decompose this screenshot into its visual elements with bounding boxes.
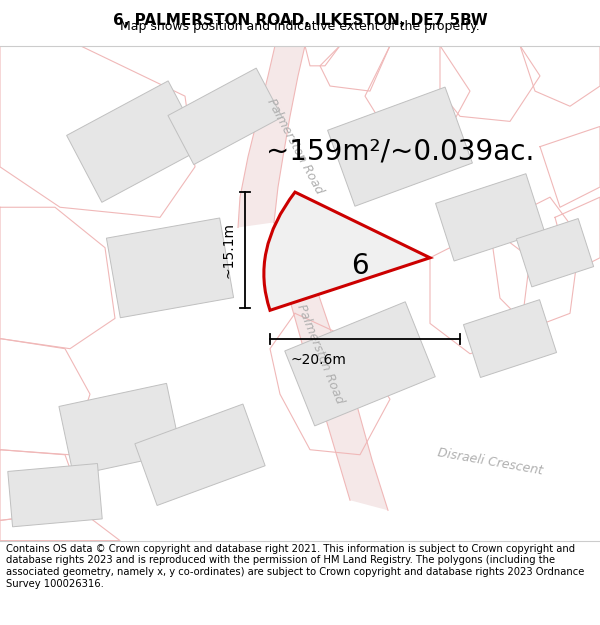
- Polygon shape: [8, 464, 102, 527]
- Text: ~20.6m: ~20.6m: [290, 352, 346, 367]
- Text: Contains OS data © Crown copyright and database right 2021. This information is : Contains OS data © Crown copyright and d…: [6, 544, 584, 589]
- Polygon shape: [436, 174, 544, 261]
- Polygon shape: [238, 46, 305, 228]
- Polygon shape: [517, 219, 593, 287]
- Polygon shape: [106, 218, 233, 318]
- Polygon shape: [274, 222, 388, 511]
- Text: Palmerston Road: Palmerston Road: [294, 302, 346, 406]
- Polygon shape: [463, 299, 557, 378]
- Polygon shape: [67, 81, 203, 202]
- Text: Disraeli Crescent: Disraeli Crescent: [436, 446, 544, 478]
- Text: ~15.1m: ~15.1m: [221, 222, 235, 278]
- Text: ~159m²/~0.039ac.: ~159m²/~0.039ac.: [266, 138, 534, 166]
- Polygon shape: [59, 383, 181, 476]
- Polygon shape: [168, 68, 282, 164]
- PathPatch shape: [264, 192, 430, 310]
- Polygon shape: [285, 302, 435, 426]
- Text: Map shows position and indicative extent of the property.: Map shows position and indicative extent…: [120, 20, 480, 33]
- Text: 6, PALMERSTON ROAD, ILKESTON, DE7 5BW: 6, PALMERSTON ROAD, ILKESTON, DE7 5BW: [113, 12, 487, 28]
- Polygon shape: [328, 87, 472, 206]
- Text: 6: 6: [351, 252, 369, 280]
- Text: Palmerston Road: Palmerston Road: [265, 97, 326, 197]
- Polygon shape: [135, 404, 265, 506]
